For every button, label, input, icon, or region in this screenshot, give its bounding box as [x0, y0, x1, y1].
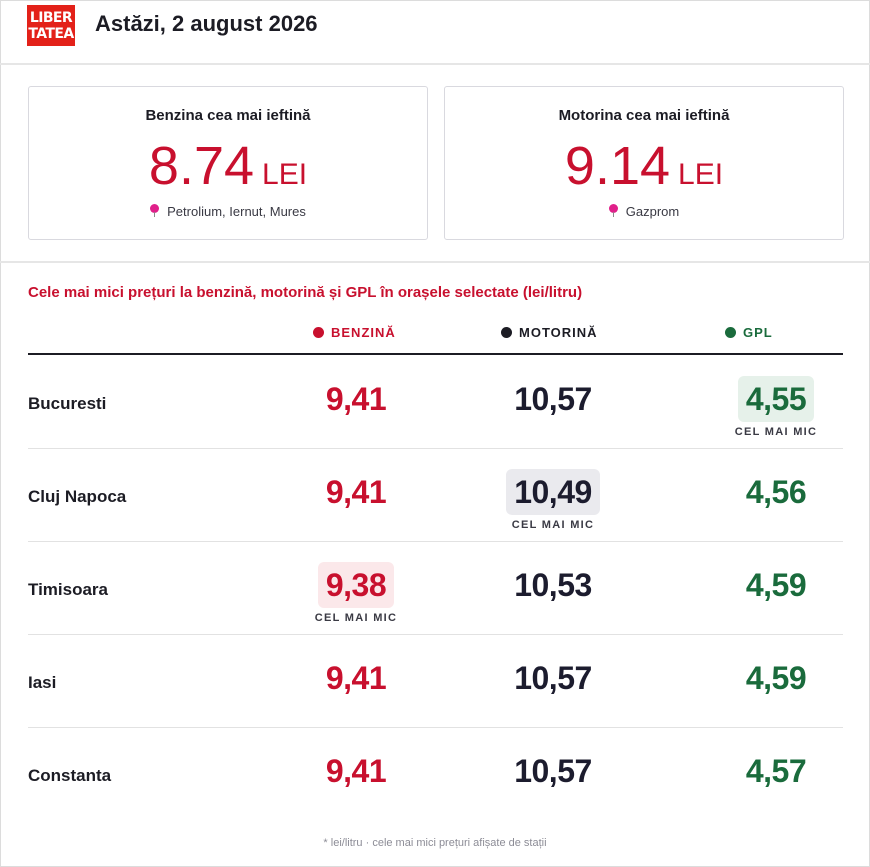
table-row: Cluj Napoca 9,41 10,49 CEL MAI MIC 4,56: [28, 449, 843, 542]
gpl-price: 4,56: [745, 474, 807, 510]
gpl-cell: 4,55 CEL MAI MIC: [676, 356, 870, 449]
gpl-cell: 4,59: [676, 635, 870, 728]
motorina-cell: 10,53: [453, 542, 653, 635]
motorina-price-wrap: 10,49: [453, 469, 653, 515]
price-unit: LEI: [678, 158, 724, 191]
city-name: Timisoara: [28, 580, 109, 599]
benzina-price: 9,41: [325, 753, 387, 789]
column-label: MOTORINĂ: [519, 325, 598, 340]
map-pin-icon: [608, 204, 618, 217]
card-location: Petrolium, Iernut, Mures: [29, 204, 427, 219]
card-location: Gazprom: [445, 204, 843, 219]
gpl-cell: 4,56: [676, 449, 870, 542]
motorina-cell: 10,57: [453, 728, 653, 821]
city-name: Bucuresti: [28, 394, 107, 413]
table-header-rule: [28, 353, 843, 355]
city-name: Constanta: [28, 766, 112, 785]
column-header-gpl: GPL: [725, 325, 773, 340]
motorina-price: 10,57: [514, 753, 592, 789]
column-header-benzina: BENZINĂ: [313, 325, 396, 340]
gpl-price: 4,57: [745, 753, 807, 789]
price-value: 9.14: [564, 136, 671, 196]
column-header-motorina: MOTORINĂ: [501, 325, 598, 340]
card-label: Benzina cea mai ieftină: [145, 107, 311, 124]
card-price: 9.14 LEI: [445, 135, 843, 197]
benzina-price-wrap: 9,41: [256, 469, 456, 515]
lowest-badge: CEL MAI MIC: [511, 519, 595, 531]
table-row: Timisoara 9,38 CEL MAI MIC 10,53 4,59: [28, 542, 843, 635]
motorina-price: 10,53: [514, 567, 592, 603]
benzina-price: 9,41: [325, 474, 387, 510]
gpl-price-wrap: 4,59: [676, 655, 870, 701]
city-name: Iasi: [28, 673, 57, 692]
motorina-cell: 10,57: [453, 635, 653, 728]
benzina-price-wrap: 9,38: [256, 562, 456, 608]
column-label: BENZINĂ: [331, 325, 396, 340]
location-text: Petrolium, Iernut, Mures: [167, 204, 306, 219]
motorina-cell: 10,49 CEL MAI MIC: [453, 449, 653, 542]
card-label: Motorina cea mai ieftină: [558, 107, 730, 124]
map-pin-icon: [150, 204, 160, 217]
lowest-badge: CEL MAI MIC: [734, 426, 818, 438]
page-title-date: Astăzi, 2 august 2026: [95, 11, 318, 36]
gpl-price-lowest: 4,55: [737, 376, 815, 422]
section-divider: [0, 261, 870, 263]
cheapest-petrol-card: Benzina cea mai ieftină 8.74 LEI Petroliu…: [28, 86, 428, 240]
price-value: 8.74: [148, 136, 255, 196]
table-row: Constanta 9,41 10,57 4,57: [28, 728, 843, 821]
red-dot-icon: [313, 327, 324, 338]
footnote: * lei/litru · cele mai mici prețuri afiș…: [323, 837, 547, 849]
motorina-price-wrap: 10,57: [453, 655, 653, 701]
cheapest-diesel-card: Motorina cea mai ieftină 9.14 LEI Gazprom: [444, 86, 844, 240]
card-price: 8.74 LEI: [29, 135, 427, 197]
table-title: Cele mai mici prețuri la benzină, motori…: [28, 284, 583, 301]
gpl-price: 4,59: [745, 660, 807, 696]
benzina-price: 9,41: [325, 381, 387, 417]
benzina-price-wrap: 9,41: [256, 748, 456, 794]
gpl-price: 4,59: [745, 567, 807, 603]
benzina-price-wrap: 9,41: [256, 655, 456, 701]
city-name: Cluj Napoca: [28, 487, 127, 506]
motorina-cell: 10,57: [453, 356, 653, 449]
gpl-cell: 4,59: [676, 542, 870, 635]
motorina-price-wrap: 10,57: [453, 376, 653, 422]
price-unit: LEI: [262, 158, 308, 191]
benzina-cell: 9,41: [256, 356, 456, 449]
gpl-price-wrap: 4,57: [676, 748, 870, 794]
logo-line-2: TATEA: [28, 25, 74, 42]
motorina-price: 10,57: [514, 660, 592, 696]
gpl-price-wrap: 4,55: [676, 376, 870, 422]
column-label: GPL: [743, 325, 773, 340]
benzina-price-wrap: 9,41: [256, 376, 456, 422]
benzina-cell: 9,41: [256, 635, 456, 728]
table-row: Bucuresti 9,41 10,57 4,55 CEL MAI MIC: [28, 356, 843, 449]
benzina-cell: 9,38 CEL MAI MIC: [256, 542, 456, 635]
motorina-price: 10,57: [514, 381, 592, 417]
gpl-cell: 4,57: [676, 728, 870, 821]
gpl-price-wrap: 4,56: [676, 469, 870, 515]
motorina-price-lowest: 10,49: [506, 469, 600, 515]
benzina-price: 9,41: [325, 660, 387, 696]
benzina-cell: 9,41: [256, 728, 456, 821]
location-text: Gazprom: [625, 204, 680, 219]
benzina-price-lowest: 9,38: [317, 562, 395, 608]
dark-dot-icon: [501, 327, 512, 338]
gpl-price-wrap: 4,59: [676, 562, 870, 608]
logo-line-1: LIBER: [29, 9, 73, 26]
page-header: LIBER TATEA Astăzi, 2 august 2026: [0, 0, 870, 65]
lowest-badge: CEL MAI MIC: [314, 612, 398, 624]
green-dot-icon: [725, 327, 736, 338]
motorina-price-wrap: 10,57: [453, 748, 653, 794]
libertatea-logo[interactable]: LIBER TATEA: [27, 5, 75, 46]
motorina-price-wrap: 10,53: [453, 562, 653, 608]
table-row: Iasi 9,41 10,57 4,59: [28, 635, 843, 728]
benzina-cell: 9,41: [256, 449, 456, 542]
